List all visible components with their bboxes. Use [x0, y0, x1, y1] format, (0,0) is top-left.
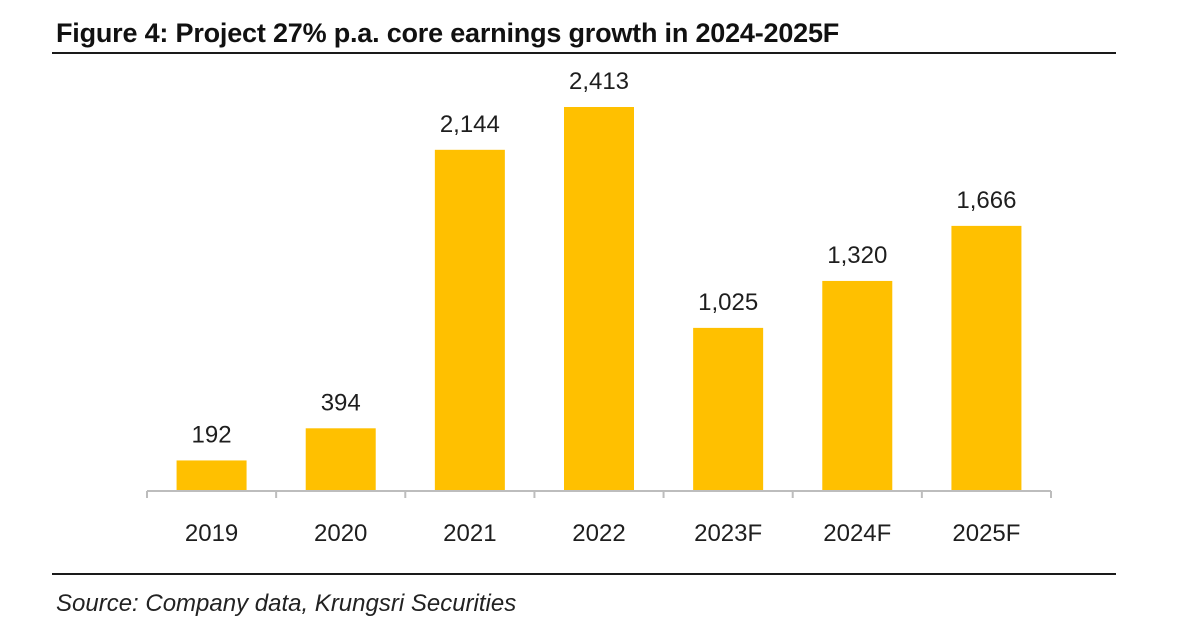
value-label: 1,025 [698, 289, 758, 316]
bar-2019 [176, 460, 247, 491]
x-axis-ticks [146, 491, 1052, 498]
value-label: 1,666 [956, 187, 1016, 214]
value-label: 394 [321, 389, 361, 416]
bar-chart: 192 394 2,144 2,413 1,025 1,320 1,666 2019 2020… [146, 68, 1052, 547]
value-label-group: 192 394 2,144 2,413 1,025 1,320 1,666 [192, 68, 1017, 448]
category-label: 2020 [314, 520, 367, 547]
source-note: Source: Company data, Krungsri Securitie… [56, 590, 517, 617]
value-label: 192 [192, 421, 232, 448]
figure-title: Figure 4: Project 27% p.a. core earnings… [56, 18, 840, 48]
bar-2022 [564, 107, 634, 491]
bar-2021 [434, 149, 505, 492]
category-label: 2025F [952, 520, 1020, 547]
category-label: 2022 [572, 520, 625, 547]
bar-2024f [822, 280, 893, 491]
title-rule [52, 52, 1116, 54]
category-label: 2023F [694, 520, 762, 547]
bar-group [176, 107, 1022, 492]
category-label: 2021 [443, 520, 496, 547]
value-label: 2,144 [440, 111, 500, 138]
value-label: 1,320 [827, 242, 887, 269]
value-label: 2,413 [569, 68, 629, 95]
bar-2020 [305, 428, 376, 491]
bar-2025f [951, 225, 1022, 491]
source-rule [52, 573, 1116, 575]
category-label: 2024F [823, 520, 891, 547]
bar-2023f [693, 327, 764, 491]
category-label-group: 2019 2020 2021 2022 2023F 2024F 2025F [185, 520, 1021, 547]
category-label: 2019 [185, 520, 238, 547]
